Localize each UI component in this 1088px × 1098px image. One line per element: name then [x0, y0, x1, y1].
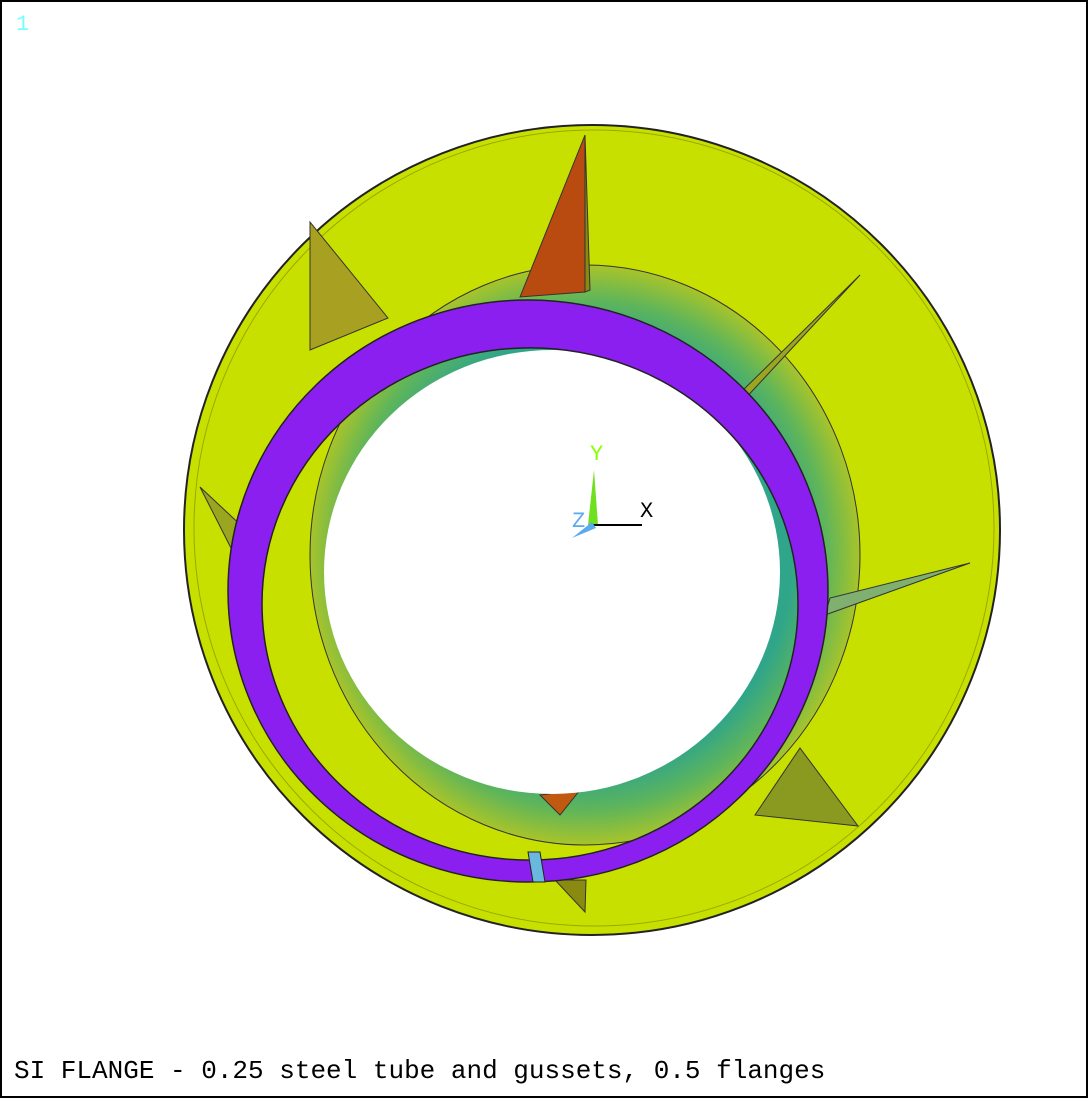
- caption: SI FLANGE - 0.25 steel tube and gussets,…: [14, 1056, 825, 1086]
- page: 1 Y X Z SI FLANGE - 0.25 steel tube and …: [0, 0, 1088, 1098]
- y-label: Y: [590, 442, 603, 467]
- window-number: 1: [16, 12, 29, 37]
- x-label: X: [640, 499, 653, 524]
- z-label: Z: [572, 509, 585, 534]
- viewport: 1 Y X Z SI FLANGE - 0.25 steel tube and …: [0, 0, 1088, 1098]
